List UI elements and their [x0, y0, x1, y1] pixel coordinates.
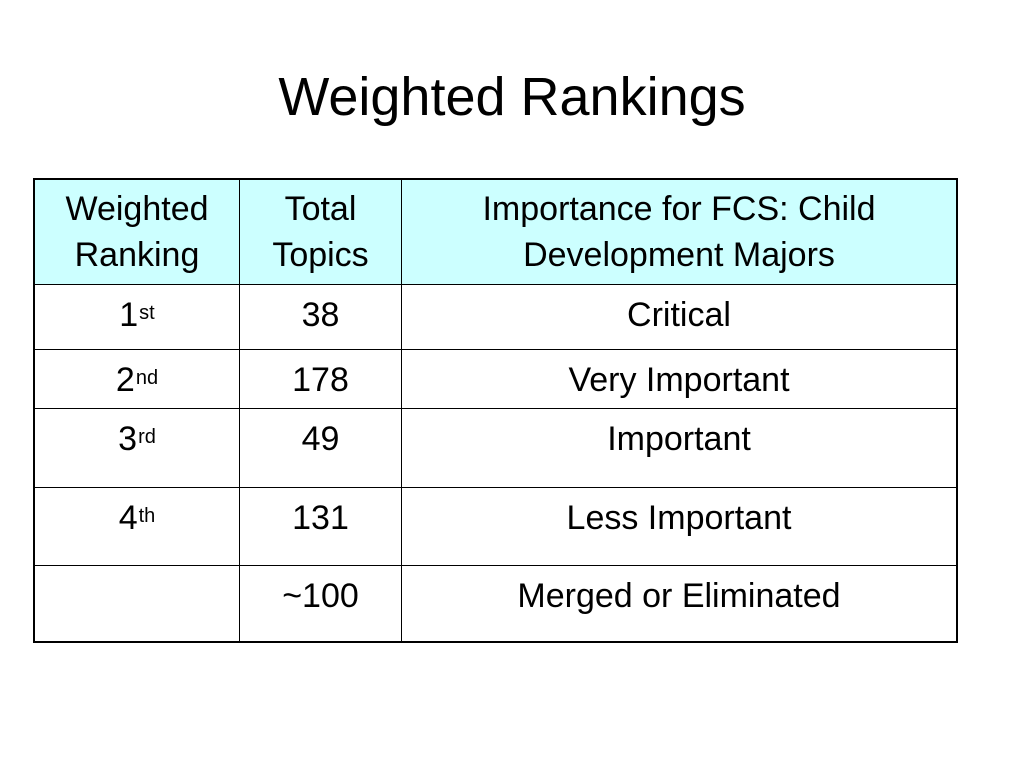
header-weighted-ranking-line1: Weighted [65, 190, 209, 228]
table-header-row: Weighted Ranking Total Topics Importance… [34, 179, 957, 285]
header-total-topics-line1: Total [284, 190, 357, 228]
topics-cell: 178 [239, 349, 402, 409]
weighted-rankings-table: Weighted Ranking Total Topics Importance… [33, 178, 958, 643]
topics-value: 178 [292, 361, 349, 399]
importance-value: Critical [627, 296, 731, 334]
rank-number: 1 [119, 296, 139, 334]
table-row: 1st 38 Critical [34, 284, 957, 350]
header-importance-line2: Development Majors [523, 236, 835, 274]
table-row: ~100 Merged or Eliminated [34, 565, 957, 642]
rank-number: 4 [118, 499, 138, 537]
topics-cell: 38 [239, 284, 402, 350]
topics-cell: 131 [239, 487, 402, 566]
topics-value: 131 [292, 499, 349, 537]
rank-number: 2 [115, 361, 135, 399]
topics-value: ~100 [282, 577, 359, 615]
topics-value: 49 [301, 420, 340, 458]
slide-title: Weighted Rankings [278, 67, 746, 127]
rank-number: 3 [118, 420, 138, 458]
importance-cell: Critical [401, 284, 957, 350]
topics-value: 38 [301, 296, 340, 334]
importance-cell: Merged or Eliminated [401, 565, 957, 642]
header-weighted-ranking-line2: Ranking [74, 236, 200, 274]
rank-cell: 1st [34, 284, 240, 350]
table-row: 3rd 49 Important [34, 408, 957, 488]
header-weighted-ranking: Weighted Ranking [34, 179, 240, 285]
header-total-topics: Total Topics [239, 179, 402, 285]
importance-cell: Less Important [401, 487, 957, 566]
importance-cell: Very Important [401, 349, 957, 409]
topics-cell: ~100 [239, 565, 402, 642]
rank-suffix: th [138, 505, 156, 527]
topics-cell: 49 [239, 408, 402, 488]
rank-cell: 2nd [34, 349, 240, 409]
rank-cell: 4th [34, 487, 240, 566]
table-row: 2nd 178 Very Important [34, 349, 957, 409]
importance-value: Less Important [566, 499, 792, 537]
rank-cell [34, 565, 240, 642]
header-total-topics-line2: Topics [272, 236, 369, 274]
header-importance-line1: Importance for FCS: Child [482, 190, 876, 228]
header-importance: Importance for FCS: Child Development Ma… [401, 179, 957, 285]
importance-value: Important [607, 420, 751, 458]
rank-suffix: rd [138, 426, 156, 448]
importance-value: Very Important [568, 361, 790, 399]
importance-cell: Important [401, 408, 957, 488]
importance-value: Merged or Eliminated [517, 577, 841, 615]
rank-suffix: nd [135, 367, 159, 389]
table-row: 4th 131 Less Important [34, 487, 957, 566]
rank-suffix: st [139, 302, 155, 324]
rank-cell: 3rd [34, 408, 240, 488]
